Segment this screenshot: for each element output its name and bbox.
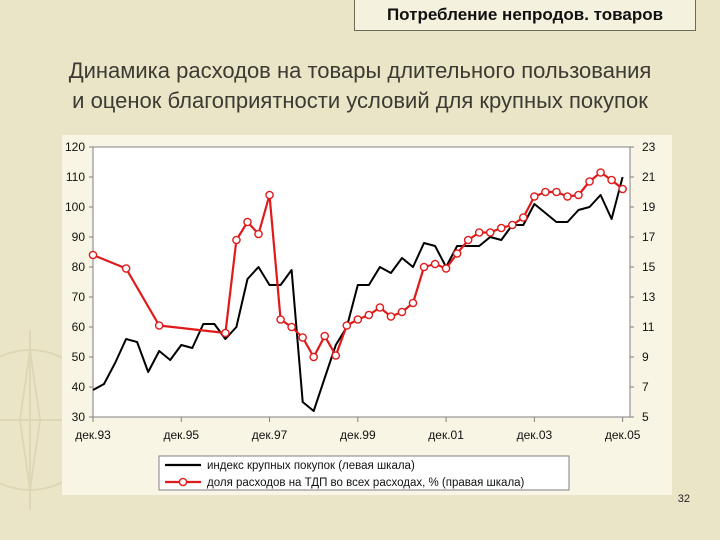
section-header-tab: Потребление непродов. товаров — [354, 0, 696, 31]
right-axis-tick-label: 19 — [642, 200, 656, 214]
series-point — [276, 315, 285, 324]
series-point — [419, 262, 429, 272]
right-axis-tick-label: 9 — [642, 350, 649, 364]
series-line-1 — [92, 176, 624, 412]
right-axis-tick-label: 15 — [642, 260, 656, 274]
series-point — [221, 328, 230, 338]
series-point — [563, 192, 572, 201]
series-point — [309, 352, 318, 362]
series-point — [607, 175, 616, 185]
series-point — [463, 235, 473, 245]
series-point — [243, 217, 252, 227]
series-point — [298, 333, 307, 342]
series-point — [485, 228, 495, 237]
series-point — [552, 187, 561, 197]
series-point — [88, 250, 98, 260]
right-axis-tick-label: 23 — [642, 140, 656, 154]
series-point — [596, 168, 605, 177]
legend-label-1: индекс крупных покупок (левая шкала) — [207, 460, 415, 472]
series-point — [375, 303, 385, 312]
line-chart: 30 40 50 60 70 80 90 100 110 120 5 7 9 11 13 15 17 19 21 23… — [65, 140, 656, 491]
series-point — [441, 264, 451, 273]
series-point — [265, 190, 274, 200]
left-axis-tick-label: 120 — [65, 140, 85, 154]
series-point — [353, 315, 363, 324]
series-point — [430, 259, 440, 269]
series-point — [232, 235, 241, 245]
series-point — [541, 187, 550, 197]
x-axis-tick-label: дек.03 — [517, 428, 553, 442]
page-title-line-2: и оценок благоприятности условий для кру… — [72, 88, 648, 113]
series-point — [618, 184, 627, 194]
right-axis-tick-label: 17 — [642, 230, 656, 244]
left-axis-tick-label: 110 — [66, 170, 85, 184]
right-axis-tick-label: 21 — [642, 170, 656, 184]
series-point — [452, 249, 462, 258]
left-axis-tick-label: 40 — [72, 380, 86, 394]
x-axis-tick-label: дек.93 — [75, 428, 111, 442]
x-axis-tick-label: дек.01 — [428, 428, 464, 442]
left-axis-tick-label: 80 — [72, 260, 86, 274]
series-point — [397, 307, 407, 317]
series-point — [496, 223, 506, 233]
series-point — [342, 321, 352, 330]
series-point — [474, 228, 484, 237]
series-point — [320, 331, 330, 341]
page-title-line-1: Динамика расходов на товары длительного … — [68, 58, 652, 83]
left-axis-tick-label: 90 — [72, 230, 86, 244]
plot-area — [92, 146, 631, 418]
right-axis-tick-label: 7 — [642, 380, 649, 394]
series-point — [331, 351, 341, 360]
left-axis-tick-label: 100 — [65, 200, 85, 214]
series-point — [574, 190, 583, 200]
left-axis-tick-label: 30 — [72, 410, 86, 424]
series-point — [121, 264, 131, 273]
chart-container: 30 40 50 60 70 80 90 100 110 120 5 7 9 11 13 15 17 19 21 23… — [62, 135, 672, 495]
section-header-label: Потребление непродов. товаров — [386, 5, 664, 24]
x-axis-tick-label: дек.99 — [340, 428, 376, 442]
series-point — [386, 312, 396, 321]
page-title: Динамика расходов на товары длительного … — [0, 56, 720, 116]
right-axis-tick-label: 13 — [642, 290, 656, 304]
x-axis-tick-label: дек.97 — [252, 428, 288, 442]
series-point — [508, 220, 517, 230]
legend-marker-2 — [178, 477, 188, 487]
series-point — [530, 192, 539, 201]
x-axis-tick-label: дек.05 — [605, 428, 641, 442]
legend — [158, 455, 570, 491]
series-point — [154, 321, 164, 330]
left-axis-tick-label: 50 — [72, 350, 86, 364]
series-point — [519, 213, 528, 222]
series-point — [287, 322, 296, 332]
series-line-2 — [92, 171, 624, 359]
right-axis-tick-label: 5 — [642, 410, 649, 424]
right-axis-tick-label: 11 — [642, 320, 655, 334]
legend-label-2: доля расходов на ТДП во всех расходах, %… — [207, 477, 525, 489]
series-point — [364, 310, 374, 320]
x-axis-tick-label: дек.95 — [163, 428, 199, 442]
series-point — [585, 177, 594, 186]
series-point — [254, 229, 263, 239]
left-axis-tick-label: 60 — [72, 320, 86, 334]
left-axis-tick-label: 70 — [72, 290, 86, 304]
page-number: 32 — [677, 493, 690, 505]
series-point — [408, 298, 418, 308]
